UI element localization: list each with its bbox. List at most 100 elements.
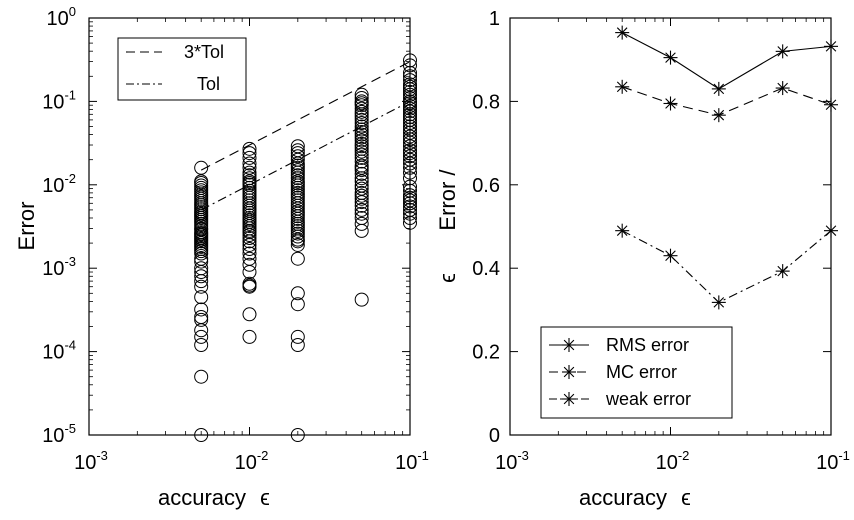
scatter-point bbox=[290, 234, 305, 249]
scatter-point bbox=[354, 216, 369, 231]
scatter-point bbox=[354, 174, 369, 189]
scatter-point bbox=[354, 87, 369, 102]
x-tick-label: 10-1 bbox=[816, 448, 850, 474]
scatter-point bbox=[354, 133, 369, 148]
right-y-axis-label: Error / bbox=[435, 169, 460, 231]
scatter-point bbox=[242, 198, 257, 213]
scatter-point bbox=[290, 297, 305, 312]
series-marker bbox=[775, 264, 790, 279]
scatter-point bbox=[194, 246, 209, 261]
scatter-point bbox=[354, 292, 369, 307]
scatter-point bbox=[242, 231, 257, 246]
series-marker bbox=[711, 81, 726, 96]
y-tick-label: 10-1 bbox=[42, 87, 76, 113]
series-line-weak-error bbox=[621, 230, 832, 304]
ratio-series-lines bbox=[615, 25, 838, 310]
scatter-point bbox=[242, 141, 257, 156]
scatter-point bbox=[354, 166, 369, 181]
scatter-point bbox=[242, 265, 257, 280]
legend-label-weak: weak error bbox=[605, 389, 691, 409]
scatter-point bbox=[354, 163, 369, 178]
scatter-point bbox=[290, 237, 305, 252]
scatter-point bbox=[242, 257, 257, 272]
left-legend: 3*Tol Tol bbox=[117, 37, 247, 101]
scatter-point bbox=[354, 171, 369, 186]
right-y-axis-epsilon: ϵ bbox=[435, 273, 460, 283]
scatter-point bbox=[354, 107, 369, 122]
error-scatter-panel: 10-3 10-2 10-1 100 10-1 10-2 10-3 10-4 10-5 3*To… bbox=[14, 4, 429, 510]
scatter-point bbox=[354, 198, 369, 213]
scatter-point bbox=[242, 279, 257, 294]
scatter-point bbox=[290, 229, 305, 244]
scatter-point bbox=[242, 146, 257, 161]
legend-label-mc: MC error bbox=[606, 362, 677, 382]
series-marker bbox=[615, 223, 630, 238]
series-marker bbox=[711, 108, 726, 123]
y-tick-label: 0 bbox=[489, 425, 500, 447]
series-marker bbox=[663, 96, 678, 111]
x-tick-label: 10-3 bbox=[74, 448, 108, 474]
scatter-point bbox=[290, 329, 305, 344]
y-tick-label: 10-5 bbox=[42, 421, 76, 447]
scatter-point bbox=[354, 202, 369, 217]
legend-marker bbox=[562, 338, 576, 352]
scatter-point bbox=[290, 251, 305, 266]
right-legend: RMS error MC error weak error bbox=[540, 326, 733, 419]
scatter-point bbox=[354, 119, 369, 134]
y-tick-label: 0.6 bbox=[472, 175, 500, 197]
scatter-point bbox=[354, 90, 369, 105]
y-tick-label: 0.8 bbox=[472, 91, 500, 113]
right-axis-ticks: 10-3 10-2 10-1 0 0.2 0.4 0.6 0.8 1 bbox=[472, 8, 850, 474]
y-tick-label: 100 bbox=[47, 4, 76, 30]
right-x-axis-epsilon: ϵ bbox=[681, 485, 691, 510]
scatter-point bbox=[354, 191, 369, 206]
legend-marker bbox=[562, 365, 576, 379]
left-y-axis-label: Error bbox=[14, 202, 39, 251]
scatter-point bbox=[290, 171, 305, 186]
series-marker bbox=[775, 81, 790, 96]
scatter-point bbox=[242, 237, 257, 252]
scatter-point bbox=[242, 171, 257, 186]
scatter-points bbox=[194, 53, 417, 442]
x-tick-label: 10-3 bbox=[495, 448, 529, 474]
scatter-point bbox=[194, 312, 209, 327]
scatter-point bbox=[194, 265, 209, 280]
y-tick-label: 1 bbox=[489, 8, 500, 30]
y-tick-label: 10-3 bbox=[42, 254, 76, 280]
series-marker bbox=[711, 295, 726, 310]
scatter-point bbox=[354, 130, 369, 145]
scatter-point bbox=[354, 112, 369, 127]
legend-marker bbox=[562, 392, 576, 406]
three-tol-line bbox=[200, 61, 411, 171]
scatter-point bbox=[242, 156, 257, 171]
scatter-point bbox=[194, 329, 209, 344]
scatter-point bbox=[354, 144, 369, 159]
scatter-point bbox=[290, 338, 305, 352]
scatter-point bbox=[194, 254, 209, 269]
scatter-point bbox=[354, 98, 369, 113]
scatter-point bbox=[194, 338, 209, 352]
scatter-point bbox=[242, 246, 257, 261]
scatter-point bbox=[242, 228, 257, 243]
scatter-point bbox=[194, 274, 209, 289]
series-line-rms-error bbox=[621, 32, 832, 90]
x-tick-label: 10-1 bbox=[395, 448, 429, 474]
scatter-point bbox=[354, 206, 369, 221]
y-tick-label: 0.4 bbox=[472, 258, 500, 280]
scatter-point bbox=[290, 223, 305, 238]
scatter-point bbox=[354, 154, 369, 169]
scatter-point bbox=[354, 150, 369, 165]
scatter-point bbox=[242, 329, 257, 344]
series-marker bbox=[775, 44, 790, 59]
scatter-point bbox=[194, 369, 209, 384]
series-marker bbox=[663, 50, 678, 65]
scatter-point bbox=[354, 195, 369, 210]
legend-label-3tol: 3*Tol bbox=[184, 42, 224, 62]
scatter-point bbox=[194, 269, 209, 284]
scatter-point bbox=[242, 241, 257, 256]
error-ratio-panel: 10-3 10-2 10-1 0 0.2 0.4 0.6 0.8 1 RMS error MC … bbox=[435, 8, 850, 510]
scatter-point bbox=[194, 323, 209, 338]
scatter-point bbox=[242, 234, 257, 249]
scatter-point bbox=[242, 307, 257, 322]
scatter-point bbox=[354, 127, 369, 142]
